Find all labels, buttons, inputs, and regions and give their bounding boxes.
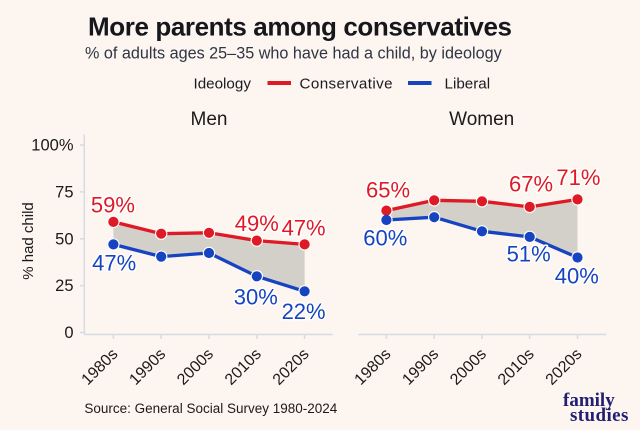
svg-text:47%: 47% [92,251,136,276]
svg-text:Men: Men [191,109,228,130]
svg-text:Women: Women [449,109,514,130]
svg-text:25: 25 [55,277,73,295]
svg-text:family: family [563,390,615,411]
svg-text:% had child: % had child [20,202,37,280]
svg-text:40%: 40% [555,264,599,289]
svg-text:Source: General Social Survey: Source: General Social Survey 1980-2024 [84,401,337,416]
svg-text:30%: 30% [234,285,278,310]
svg-text:49%: 49% [235,211,279,236]
svg-text:67%: 67% [509,172,553,197]
svg-text:47%: 47% [282,216,326,241]
svg-text:studies: studies [570,405,629,426]
svg-text:0: 0 [64,324,73,342]
svg-text:Conservative: Conservative [300,76,393,93]
svg-text:22%: 22% [282,299,326,324]
svg-text:59%: 59% [91,193,135,218]
svg-text:50: 50 [55,230,73,248]
svg-text:71%: 71% [556,165,600,190]
svg-text:Ideology: Ideology [194,76,252,93]
svg-text:75: 75 [55,183,73,201]
svg-text:65%: 65% [366,178,410,203]
svg-text:100%: 100% [31,137,74,155]
svg-text:51%: 51% [507,242,551,267]
svg-text:More parents among conservativ: More parents among conservatives [88,12,512,42]
svg-text:Liberal: Liberal [445,76,491,93]
svg-text:60%: 60% [363,226,407,251]
svg-text:% of adults ages 25–35 who hav: % of adults ages 25–35 who have had a ch… [85,45,503,63]
